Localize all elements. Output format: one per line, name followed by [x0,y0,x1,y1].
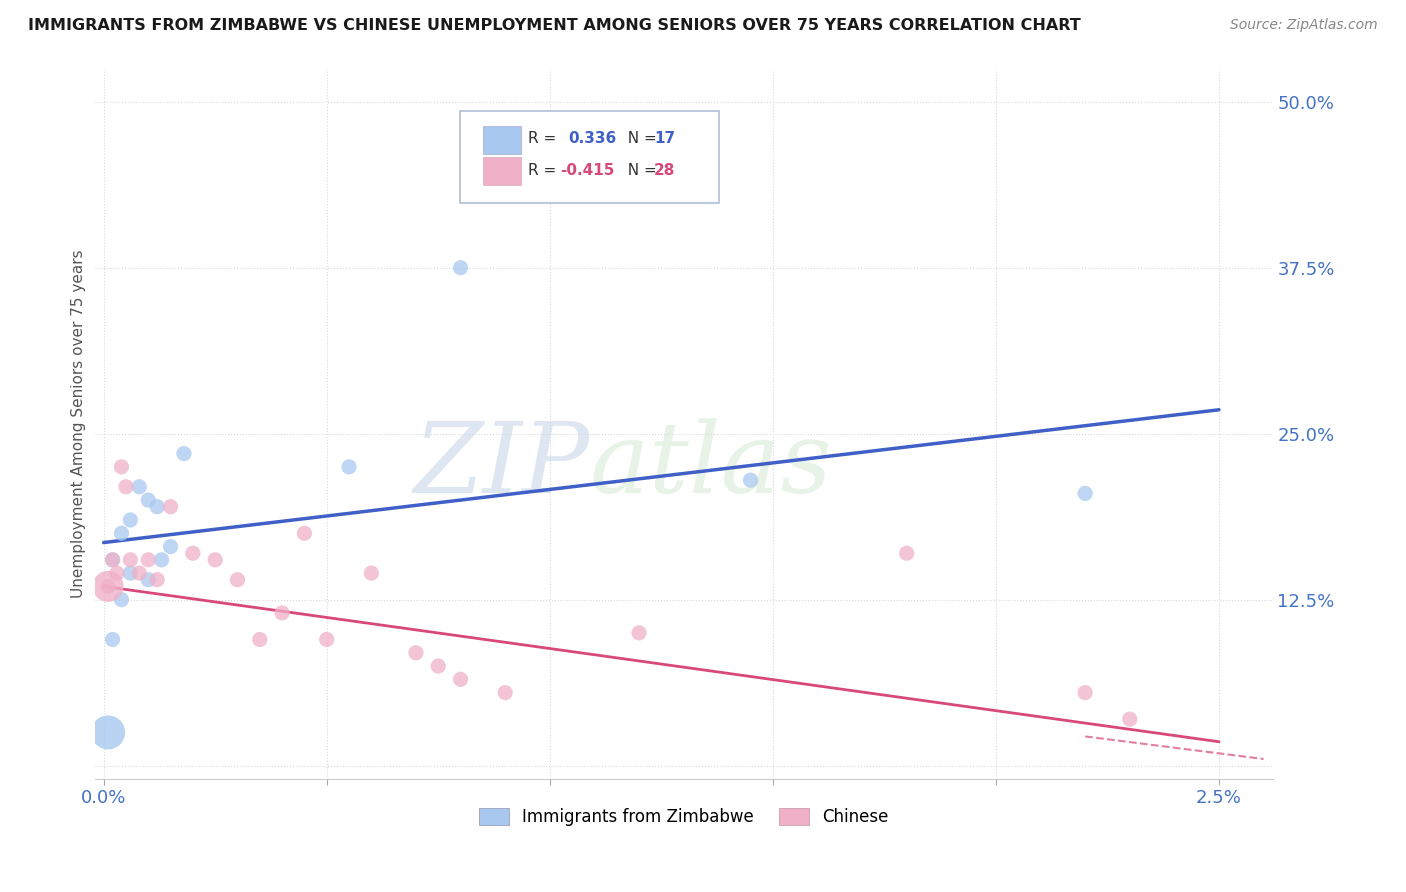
Point [173,447,195,461]
Point [101,553,124,567]
Point [292,526,315,541]
Point [146,500,169,514]
Point [110,459,132,474]
Point [627,625,650,640]
Legend: Immigrants from Zimbabwe, Chinese: Immigrants from Zimbabwe, Chinese [471,800,897,835]
Point [159,500,181,514]
Point [97,725,120,739]
Point [136,493,159,508]
Text: IMMIGRANTS FROM ZIMBABWE VS CHINESE UNEMPLOYMENT AMONG SENIORS OVER 75 YEARS COR: IMMIGRANTS FROM ZIMBABWE VS CHINESE UNEM… [28,18,1081,33]
Point [226,573,249,587]
Text: R =: R = [529,130,567,145]
Point [1074,486,1097,500]
Point [450,673,472,687]
Point [450,260,472,275]
Text: ZIP: ZIP [413,418,589,514]
Point [249,632,271,647]
Point [315,632,337,647]
Point [427,659,450,673]
Text: 28: 28 [654,163,675,178]
Point [494,685,516,699]
Point [405,646,427,660]
Point [120,566,142,580]
Point [360,566,382,580]
Point [204,553,226,567]
Text: atlas: atlas [589,418,832,514]
Point [136,553,159,567]
Point [159,540,181,554]
Point [136,573,159,587]
Point [101,632,124,647]
Point [120,553,142,567]
Point [150,553,173,567]
Point [1074,685,1097,699]
Text: N =: N = [617,130,661,145]
Point [1119,712,1142,726]
FancyBboxPatch shape [484,157,522,185]
FancyBboxPatch shape [484,126,522,153]
Text: -0.415: -0.415 [560,163,614,178]
Point [97,579,120,593]
Text: Source: ZipAtlas.com: Source: ZipAtlas.com [1230,18,1378,32]
Point [101,553,124,567]
Point [181,546,204,560]
Point [110,526,132,541]
Text: N =: N = [617,163,661,178]
Point [271,606,294,620]
Point [97,579,120,593]
Text: 0.336: 0.336 [568,130,616,145]
Point [105,566,128,580]
FancyBboxPatch shape [460,112,718,203]
Point [337,459,360,474]
Point [896,546,918,560]
Point [115,480,138,494]
Text: R =: R = [529,163,561,178]
Point [110,592,132,607]
Y-axis label: Unemployment Among Seniors over 75 years: Unemployment Among Seniors over 75 years [72,250,86,598]
Point [120,513,142,527]
Point [740,473,762,487]
Point [128,566,150,580]
Point [128,480,150,494]
Point [146,573,169,587]
Text: 17: 17 [654,130,675,145]
